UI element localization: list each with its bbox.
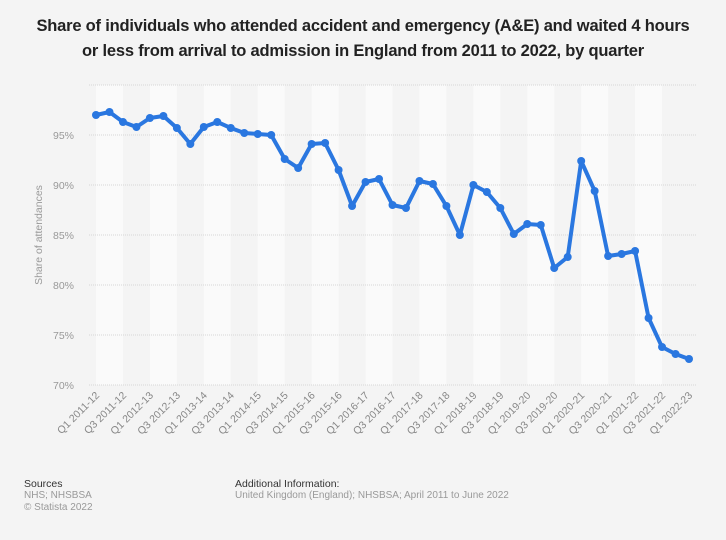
y-axis-ticks: 70% 75% 80% 85% 90% 95% [53, 130, 74, 392]
y-tick-label: 70% [53, 380, 74, 392]
data-point [631, 247, 640, 255]
y-tick-label: 75% [53, 330, 74, 342]
statista-copyright-link[interactable]: © Statista 2022 [24, 502, 93, 513]
data-point [267, 131, 276, 139]
data-point [455, 231, 464, 239]
data-point [496, 204, 505, 212]
data-point [253, 130, 262, 138]
data-point [550, 264, 559, 272]
gridlines [89, 84, 697, 386]
data-point [375, 175, 384, 183]
data-point [348, 202, 357, 210]
y-tick-label: 90% [53, 180, 74, 192]
data-point [199, 123, 208, 131]
data-point [92, 111, 100, 119]
y-tick-label: 85% [53, 230, 74, 242]
line-chart: 70%75%80%85%90%95% Share of attendances … [33, 84, 697, 438]
data-point [361, 178, 370, 186]
data-point [617, 250, 626, 258]
data-point [240, 129, 249, 137]
data-point [482, 188, 491, 196]
data-point [590, 187, 599, 195]
additional-info-block: Additional Information: United Kingdom (… [235, 478, 509, 502]
data-point [658, 343, 667, 351]
data-point [685, 355, 693, 363]
data-point [428, 180, 437, 188]
data-point [334, 166, 343, 174]
data-point [604, 252, 613, 260]
sources-block: Sources NHS; NHSBSA © Statista 2022 [24, 478, 93, 514]
chart-title-line-1: Share of individuals who attended accide… [36, 17, 690, 35]
data-point [469, 181, 478, 189]
data-point [577, 157, 586, 165]
chart-title-line-2: or less from arrival to admission in Eng… [82, 42, 644, 60]
data-point [307, 140, 316, 148]
data-point [186, 140, 195, 148]
data-point [105, 108, 114, 116]
data-point [523, 220, 532, 228]
data-point [118, 118, 127, 126]
y-tick-label: 80% [53, 280, 74, 292]
data-point [172, 124, 181, 132]
data-point [401, 204, 410, 212]
additional-info-heading: Additional Information: [235, 478, 340, 490]
data-point [280, 155, 289, 163]
data-point [145, 114, 154, 122]
data-point [132, 123, 141, 131]
data-point [388, 201, 397, 209]
sources-heading: Sources [24, 478, 63, 490]
data-point [213, 118, 222, 126]
y-tick-label: 95% [53, 130, 74, 142]
sources-line-1: NHS; NHSBSA [24, 490, 92, 501]
data-point [226, 124, 235, 132]
data-point [509, 230, 518, 238]
data-point [671, 350, 680, 358]
data-point [563, 253, 572, 261]
data-points [92, 108, 693, 363]
data-point [415, 177, 424, 185]
data-point [536, 221, 545, 229]
chart-title: Share of individuals who attended accide… [0, 14, 726, 64]
data-point [442, 202, 451, 210]
data-point [159, 112, 168, 120]
data-point [294, 164, 303, 172]
data-point [644, 314, 653, 322]
additional-info-text: United Kingdom (England); NHSBSA; April … [235, 490, 509, 501]
data-point [321, 139, 330, 147]
y-axis-label: Share of attendances [33, 185, 45, 285]
